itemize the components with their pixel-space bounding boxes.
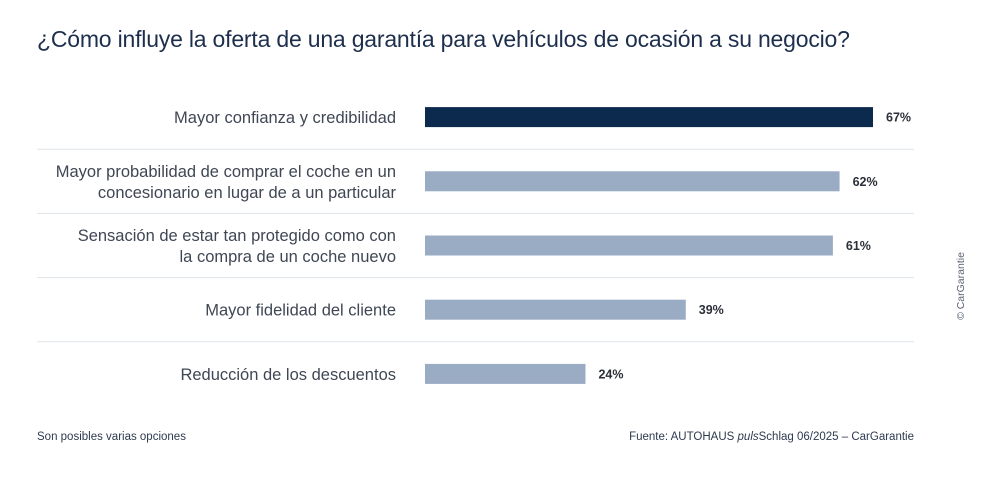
bar-1 (425, 107, 873, 128)
bar-5 (425, 363, 586, 384)
bar-3 (425, 235, 833, 256)
value-label-1: 67% (886, 111, 911, 125)
value-label-4: 39% (699, 303, 724, 317)
value-label-3: 61% (846, 239, 871, 253)
source-prefix: Fuente: AUTOHAUS (629, 431, 738, 443)
category-label-1: Mayor confianza y credibilidad (174, 109, 396, 127)
source-suffix: Schlag 06/2025 – CarGarantie (758, 431, 914, 443)
source-note: Fuente: AUTOHAUS pulsSchlag 06/2025 – Ca… (629, 431, 914, 443)
category-label-4: Mayor fidelidad del cliente (205, 302, 396, 320)
category-label-2: Mayor probabilidad de comprar el coche e… (56, 163, 397, 202)
category-label-3: Sensación de estar tan protegido como co… (78, 227, 396, 266)
bar-4 (425, 299, 686, 320)
chart-title: ¿Cómo influye la oferta de una garantía … (37, 26, 850, 52)
value-label-5: 24% (598, 367, 623, 381)
category-label-5: Reducción de los descuentos (180, 366, 396, 384)
copyright-text: © CarGarantie (955, 252, 967, 320)
footnote: Son posibles varias opciones (37, 431, 186, 443)
bar-2 (425, 171, 840, 192)
source-italic: puls (737, 431, 759, 443)
value-label-2: 62% (853, 175, 878, 189)
